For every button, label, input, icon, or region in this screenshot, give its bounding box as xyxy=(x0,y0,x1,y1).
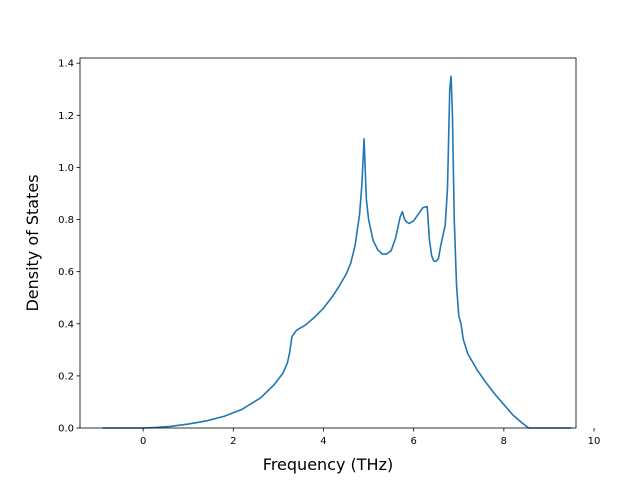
y-axis-label: Density of States xyxy=(23,174,42,311)
x-tick-label: 2 xyxy=(230,436,236,447)
y-tick-label: 1.2 xyxy=(58,111,74,122)
y-tick-label: 1.0 xyxy=(58,163,74,174)
plot-area xyxy=(80,58,576,428)
x-tick-label: 0 xyxy=(140,436,146,447)
dos-series-line xyxy=(102,75,572,429)
y-tick-label: 1.4 xyxy=(58,59,74,70)
x-tick-label: 10 xyxy=(588,436,601,447)
y-tick-label: 0.2 xyxy=(58,371,74,382)
x-ticks: 0 2 4 6 8 10 xyxy=(140,428,600,447)
x-axis-label: Frequency (THz) xyxy=(263,455,393,474)
y-tick-label: 0.4 xyxy=(58,319,74,330)
y-tick-label: 0.8 xyxy=(58,215,74,226)
plot-frame xyxy=(79,57,577,429)
x-tick-label: 4 xyxy=(320,436,326,447)
x-tick-label: 6 xyxy=(410,436,416,447)
y-ticks: 0.0 0.2 0.4 0.6 0.8 1.0 1.2 1.4 xyxy=(58,59,80,435)
x-tick-label: 8 xyxy=(501,436,507,447)
series-layer xyxy=(102,75,572,429)
y-tick-label: 0.0 xyxy=(58,424,74,435)
y-tick-label: 0.6 xyxy=(58,267,74,278)
